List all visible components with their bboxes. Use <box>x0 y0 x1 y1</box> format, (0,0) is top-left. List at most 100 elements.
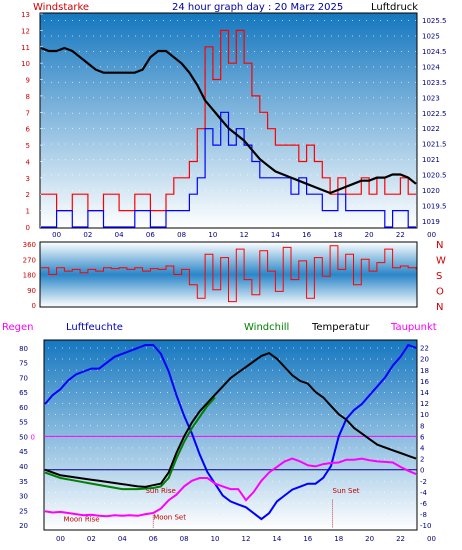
grid-dot <box>219 35 220 37</box>
grid-dot <box>209 347 210 349</box>
grid-dot <box>90 458 91 460</box>
grid-dot <box>202 480 203 482</box>
grid-dot <box>310 35 311 37</box>
grid-dot <box>303 174 304 176</box>
grid-dot <box>398 414 399 415</box>
grid-dot <box>139 391 140 393</box>
grid-dot <box>293 358 294 360</box>
grid-dot <box>184 128 185 130</box>
grid-dot <box>352 35 353 37</box>
grid-dot <box>104 380 105 382</box>
grid-dot <box>83 491 84 493</box>
grid-dot <box>114 112 115 114</box>
grid-dot <box>282 51 283 52</box>
grid-dot <box>65 174 66 176</box>
grid-dot <box>128 81 129 83</box>
grid-dot <box>202 514 203 515</box>
grid-dot <box>356 491 357 493</box>
grid-dot <box>86 35 87 37</box>
grid-dot <box>65 51 66 52</box>
grid-dot <box>163 81 164 83</box>
grid-dot <box>307 347 308 349</box>
grid-dot <box>247 20 248 21</box>
grid-dot <box>303 81 304 83</box>
grid-dot <box>310 66 311 68</box>
grid-dot <box>296 20 297 21</box>
grid-dot <box>62 347 63 349</box>
grid-dot <box>286 391 287 393</box>
grid-dot <box>191 97 192 99</box>
grid-dot <box>230 491 231 493</box>
grid-dot <box>58 66 59 68</box>
grid-dot <box>408 143 409 145</box>
grid-dot <box>310 220 311 222</box>
grid-dot <box>121 81 122 83</box>
grid-dot <box>111 503 112 504</box>
grid-dot <box>244 347 245 349</box>
time-tick-label: 02 <box>83 231 92 239</box>
grid-dot <box>387 159 388 160</box>
grid-dot <box>387 51 388 52</box>
grid-dot <box>314 391 315 393</box>
grid-dot <box>125 391 126 393</box>
grid-dot <box>156 35 157 37</box>
grid-dot <box>149 97 150 99</box>
grid-dot <box>48 491 49 493</box>
grid-dot <box>209 514 210 515</box>
grid-dot <box>230 414 231 415</box>
grid-dot <box>226 159 227 160</box>
grid-dot <box>44 66 45 68</box>
grid-dot <box>261 112 262 114</box>
grid-dot <box>328 491 329 493</box>
grid-dot <box>317 143 318 145</box>
grid-dot <box>317 35 318 37</box>
grid-dot <box>111 447 112 449</box>
grid-dot <box>55 414 56 415</box>
grid-dot <box>83 458 84 460</box>
grid-dot <box>219 66 220 68</box>
grid-dot <box>97 369 98 371</box>
grid-dot <box>408 51 409 52</box>
grid-dot <box>314 458 315 460</box>
grid-dot <box>401 81 402 83</box>
grid-dot <box>398 425 399 427</box>
grid-dot <box>100 20 101 21</box>
grid-dot <box>76 425 77 427</box>
grid-dot <box>349 447 350 449</box>
grid-dot <box>100 35 101 37</box>
grid-dot <box>111 458 112 460</box>
grid-dot <box>195 403 196 404</box>
grid-dot <box>415 112 416 114</box>
grid-dot <box>209 503 210 504</box>
grid-dot <box>167 403 168 404</box>
grid-dot <box>125 514 126 515</box>
humidity-tick-label: 30 <box>19 493 28 501</box>
grid-dot <box>237 525 238 527</box>
grid-dot <box>160 514 161 515</box>
grid-dot <box>223 447 224 449</box>
grid-dot <box>349 369 350 371</box>
grid-dot <box>142 174 143 176</box>
grid-dot <box>293 525 294 527</box>
grid-dot <box>48 480 49 482</box>
grid-dot <box>324 205 325 207</box>
grid-dot <box>282 66 283 68</box>
grid-dot <box>195 447 196 449</box>
grid-dot <box>160 347 161 349</box>
grid-dot <box>268 112 269 114</box>
grid-dot <box>349 514 350 515</box>
grid-dot <box>363 491 364 493</box>
grid-dot <box>331 35 332 37</box>
grid-dot <box>233 189 234 191</box>
direction-left-tick-label: 0 <box>32 302 36 310</box>
grid-dot <box>251 480 252 482</box>
grid-dot <box>167 458 168 460</box>
grid-dot <box>160 425 161 427</box>
wind-left-tick-label: 7 <box>26 109 30 117</box>
grid-dot <box>366 35 367 37</box>
grid-dot <box>202 358 203 360</box>
grid-dot <box>394 220 395 222</box>
grid-dot <box>58 128 59 130</box>
grid-dot <box>146 491 147 493</box>
grid-dot <box>359 112 360 114</box>
